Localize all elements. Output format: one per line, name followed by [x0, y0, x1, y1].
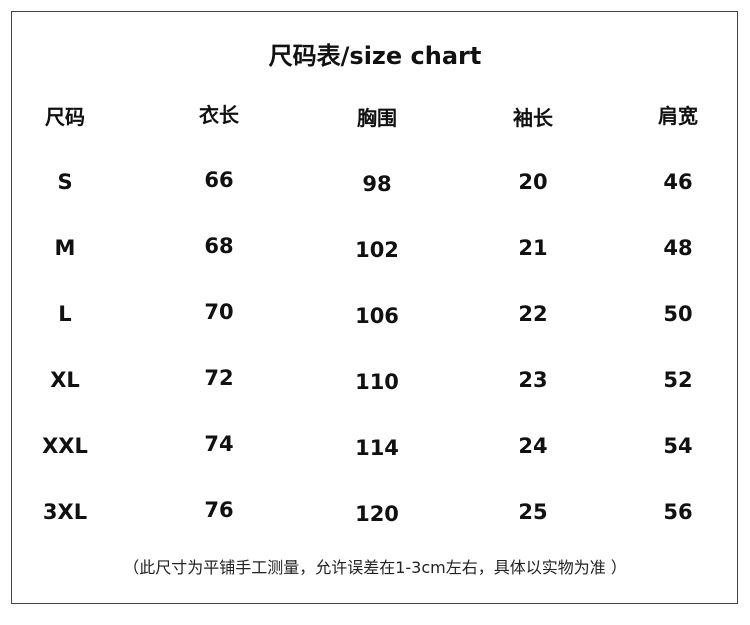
size-label: XL — [50, 368, 80, 392]
column-header: 肩宽 — [658, 104, 698, 128]
table-cell: 50 — [663, 302, 693, 326]
table-cell: 21 — [518, 236, 548, 260]
table-cell: 22 — [518, 302, 548, 326]
table-cell: 52 — [663, 368, 693, 392]
table-cell: 102 — [355, 238, 399, 262]
table-cell: 20 — [518, 170, 548, 194]
table-cell: 106 — [355, 304, 399, 328]
column-header: 尺码 — [45, 105, 85, 129]
table-cell: 76 — [204, 498, 234, 522]
column-header: 胸围 — [357, 106, 397, 130]
table-cell: 23 — [518, 368, 548, 392]
column-header: 衣长 — [199, 103, 239, 127]
table-cell: 66 — [204, 168, 234, 192]
table-cell: 72 — [204, 366, 234, 390]
table-cell: 74 — [204, 432, 234, 456]
chart-title: 尺码表/size chart — [268, 42, 482, 70]
column-header: 袖长 — [513, 106, 553, 130]
table-cell: 98 — [362, 172, 392, 196]
table-cell: 25 — [518, 500, 548, 524]
table-cell: 56 — [663, 500, 693, 524]
table-cell: 68 — [204, 234, 234, 258]
size-label: 3XL — [42, 500, 88, 524]
table-cell: 24 — [518, 434, 548, 458]
table-cell: 54 — [663, 434, 693, 458]
size-label: S — [57, 170, 73, 194]
table-cell: 120 — [355, 502, 399, 526]
table-cell: 114 — [355, 436, 399, 460]
measurement-note: （此尺寸为平铺手工测量，允许误差在1-3cm左右，具体以实物为准 ） — [123, 558, 627, 577]
size-label: M — [54, 236, 76, 260]
table-cell: 46 — [663, 170, 693, 194]
table-cell: 48 — [663, 236, 693, 260]
size-label: L — [58, 302, 72, 326]
size-label: XXL — [42, 434, 88, 458]
chart-border — [11, 11, 738, 604]
table-cell: 110 — [355, 370, 399, 394]
table-cell: 70 — [204, 300, 234, 324]
